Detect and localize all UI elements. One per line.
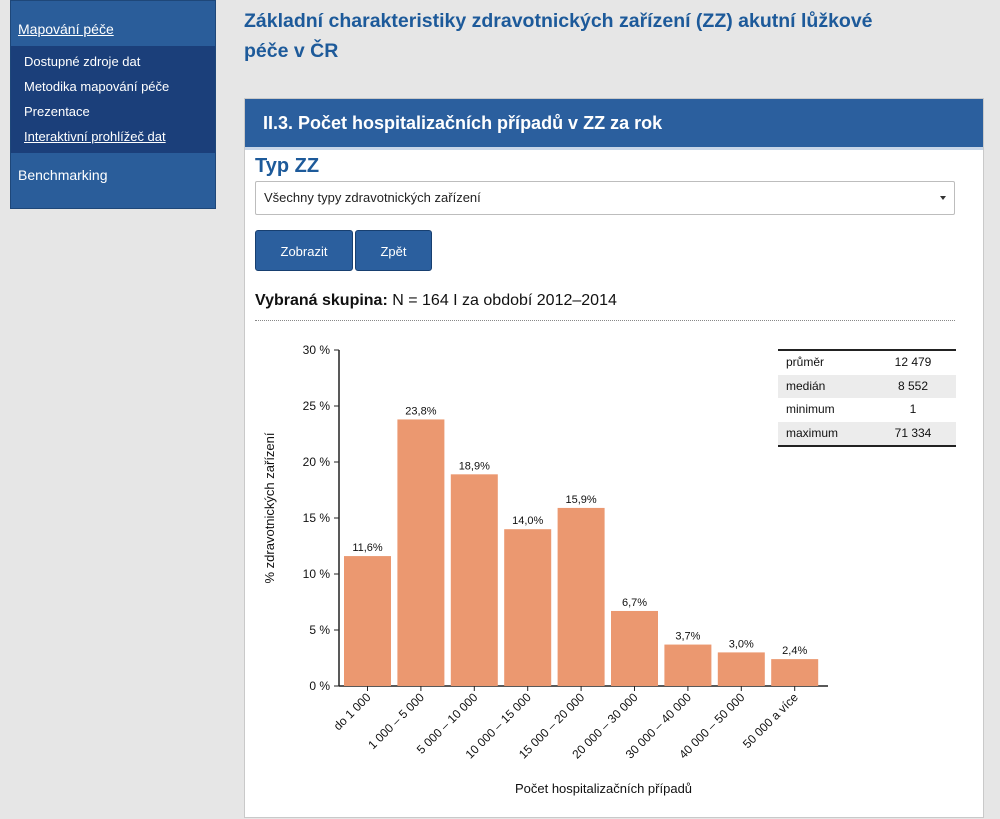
bar-value-label: 18,9% (459, 460, 490, 472)
divider (255, 320, 955, 321)
bar (344, 556, 391, 686)
facility-type-select[interactable]: Všechny typy zdravotnických zařízení (255, 181, 955, 215)
page-title-line2: péče v ČR (244, 40, 339, 62)
bar (611, 610, 658, 686)
bar-value-label: 3,0% (729, 638, 754, 650)
stats-label: medián (786, 378, 826, 393)
stats-label: průměr (786, 355, 825, 369)
bar (717, 652, 765, 686)
panel-header: II.3. Počet hospitalizačních případů v Z… (245, 99, 983, 150)
page-title: Základní charakteristiky zdravotnických … (244, 6, 944, 66)
stats-table: průměr 12 479 medián 8 552 minimum 1 max… (778, 349, 956, 447)
y-axis-label: % zdravotnických zařízení (262, 432, 277, 583)
y-tick-label: 30 % (303, 343, 331, 357)
x-axis-label: Počet hospitalizačních případů (515, 781, 692, 796)
bar-value-label: 2,4% (782, 645, 807, 657)
sidebar-item-metodika[interactable]: Metodika mapování péče (24, 79, 170, 94)
back-button[interactable]: Zpět (355, 230, 432, 271)
bar (664, 644, 712, 686)
selected-group: Vybraná skupina: N = 164 I za období 201… (255, 292, 617, 310)
stats-label: maximum (786, 425, 839, 440)
bar-value-label: 6,7% (622, 597, 647, 609)
page-title-line1: Základní charakteristiky zdravotnických … (244, 10, 873, 32)
stats-row: medián 8 552 (778, 374, 956, 398)
x-tick-label: do 1 000 (331, 690, 374, 733)
sidebar-item-prezentace[interactable]: Prezentace (24, 104, 90, 119)
selected-group-value: N = 164 I za období 2012–2014 (387, 292, 617, 309)
stats-value: 71 334 (894, 425, 932, 440)
type-label: Typ ZZ (255, 155, 320, 177)
chevron-down-icon (940, 196, 946, 200)
histogram-chart: 0 % 5 % 10 % 15 % 20 % 25 % 30 % % zdravotnický… (262, 343, 828, 796)
bar-value-label: 23,8% (405, 405, 436, 417)
bar (771, 659, 819, 686)
stats-value: 1 (909, 402, 917, 416)
y-tick-label: 20 % (303, 455, 331, 469)
bar (450, 474, 498, 686)
sidebar-submenu: Dostupné zdroje dat Metodika mapování pé… (11, 46, 215, 153)
stats-row: minimum 1 (778, 398, 956, 422)
bar-value-label: 14,0% (512, 515, 543, 527)
selected-group-label: Vybraná skupina: (255, 292, 388, 309)
bar (504, 529, 552, 686)
y-tick-label: 15 % (303, 511, 331, 525)
sidebar-item-interaktivni-prohlizec[interactable]: Interaktivní prohlížeč dat (24, 129, 166, 144)
bar-value-label: 15,9% (565, 494, 596, 506)
stats-value: 8 552 (897, 378, 929, 393)
sidebar: Mapování péče Dostupné zdroje dat Metodi… (10, 0, 216, 209)
bar (397, 419, 445, 686)
y-tick-label: 5 % (309, 623, 330, 637)
sidebar-link-mapovani-pece[interactable]: Mapování péče (18, 21, 114, 37)
y-tick-label: 25 % (303, 399, 331, 413)
stats-value: 12 479 (894, 355, 932, 369)
bar-value-label: 3,7% (675, 631, 700, 643)
stats-label: minimum (786, 402, 835, 416)
bar-value-label: 11,6% (352, 542, 383, 554)
y-tick-label: 0 % (309, 679, 330, 693)
x-tick-label: 50 000 a více (740, 690, 801, 751)
stats-row: maximum 71 334 (778, 421, 956, 445)
stats-row: průměr 12 479 (778, 351, 956, 375)
bar (557, 507, 605, 686)
show-button[interactable]: Zobrazit (255, 230, 353, 271)
content-panel: II.3. Počet hospitalizačních případů v Z… (244, 98, 984, 818)
y-tick-label: 10 % (303, 567, 331, 581)
sidebar-item-benchmarking[interactable]: Benchmarking (18, 167, 108, 183)
sidebar-item-dostupne-zdroje-dat[interactable]: Dostupné zdroje dat (24, 54, 141, 69)
facility-type-select-value: Všechny typy zdravotnických zařízení (264, 190, 481, 205)
